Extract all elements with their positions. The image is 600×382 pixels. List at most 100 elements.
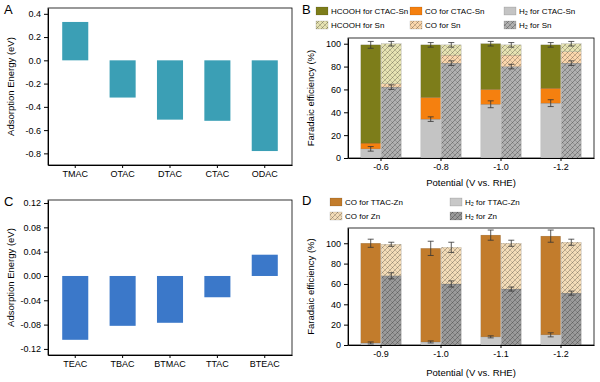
y-tick: 80 <box>331 62 348 72</box>
x-tick-label: TTAC <box>206 359 229 369</box>
error-bar-cap <box>508 42 514 43</box>
error-bar-cap <box>428 42 434 43</box>
x-tick-label: BTMAC <box>154 359 186 369</box>
error-bar-cap <box>448 47 454 48</box>
legend-item: CO for TTAC-Zn <box>330 198 403 207</box>
legend: CO for TTAC-ZnH₂ for TTAC-ZnCO for ZnH₂ … <box>330 198 520 221</box>
y-tick: -0.2 <box>25 79 48 89</box>
bar <box>204 276 230 297</box>
error-bar-cap <box>508 47 514 48</box>
error-bar <box>448 43 454 48</box>
y-tick-mark <box>44 252 48 253</box>
legend-label: HCOOH for CTAC-Sn <box>331 7 408 16</box>
x-tick-label: -1.0 <box>433 349 449 359</box>
error-bar-cap <box>428 47 434 48</box>
y-tick: 0.4 <box>28 9 48 19</box>
y-tick: -0.08 <box>20 320 48 330</box>
y-tick-mark <box>44 325 48 326</box>
error-bar-cap <box>508 240 514 241</box>
bar-segment <box>421 45 441 98</box>
y-axis-line <box>48 201 49 356</box>
y-tick-label: 0.12 <box>23 198 41 208</box>
y-tick: 0.2 <box>28 32 48 42</box>
error-bar <box>508 240 514 246</box>
error-bar-cap <box>448 287 454 288</box>
bar-segment <box>481 44 501 90</box>
x-tick-mark <box>381 345 382 348</box>
error-bar <box>508 287 514 291</box>
legend-label: H₂ for CTAC-Sn <box>519 7 575 16</box>
x-tick: -1.2 <box>553 345 569 359</box>
legend-swatch <box>330 198 342 206</box>
y-tick: 0.0 <box>28 56 48 66</box>
y-axis: -0.8-0.6-0.4-0.20.00.20.4 <box>25 9 48 166</box>
error-bar-stem <box>550 43 551 48</box>
x-tick: -1.1 <box>493 345 509 359</box>
y-tick-label: 40 <box>331 108 341 118</box>
y-tick-mark <box>344 112 348 113</box>
error-bar-stem <box>550 100 551 107</box>
panel: BFaradaic efficiency (%)Potential (V vs.… <box>302 2 595 188</box>
y-tick: 0.04 <box>23 247 48 257</box>
y-tick-label: 0.04 <box>23 247 41 257</box>
x-tick-label: DTAC <box>158 169 182 179</box>
y-tick-label: 100 <box>326 39 341 49</box>
y-tick-label: -0.2 <box>25 79 41 89</box>
error-bar-cap <box>488 337 494 338</box>
x-tick: DTAC <box>158 165 182 179</box>
error-bar-cap <box>428 340 434 341</box>
error-bar-cap <box>448 242 454 243</box>
bar <box>110 276 136 326</box>
legend-label: CO for Zn <box>345 212 380 221</box>
y-tick: 20 <box>331 320 348 330</box>
x-tick-mark <box>170 355 171 358</box>
x-tick-mark <box>561 158 562 161</box>
error-bar-stem <box>550 230 551 242</box>
panel-label: B <box>302 2 311 17</box>
legend-swatch <box>410 7 422 15</box>
bar-segment <box>421 97 441 119</box>
x-tick-label: BTEAC <box>250 359 281 369</box>
x-tick: TMAC <box>62 165 88 179</box>
legend-swatch <box>504 21 516 29</box>
error-bar <box>548 43 554 48</box>
y-axis-title: Adsorption Energy (eV) <box>5 37 16 136</box>
x-tick-label: -1.1 <box>493 349 509 359</box>
plot-frame <box>48 8 292 165</box>
error-bar-cap <box>388 46 394 47</box>
error-bar-cap <box>448 60 454 61</box>
error-bar-cap <box>368 146 374 147</box>
error-bar-cap <box>568 60 574 61</box>
error-bar-cap <box>488 230 494 231</box>
y-tick: 40 <box>331 108 348 118</box>
y-tick-mark <box>44 14 48 15</box>
legend-label: HCOOH for Sn <box>331 21 384 30</box>
legend-label: CO for CTAC-Sn <box>425 7 484 16</box>
x-tick: -0.9 <box>373 345 389 359</box>
bar-segment <box>381 44 401 84</box>
x-tick-mark <box>217 355 218 358</box>
y-tick-mark <box>344 135 348 136</box>
error-bar-cap <box>508 291 514 292</box>
error-bar-cap <box>488 107 494 108</box>
error-bar-cap <box>568 245 574 246</box>
error-bar <box>388 242 394 246</box>
error-bar <box>488 336 494 338</box>
bar-segment <box>561 242 581 293</box>
error-bar <box>388 85 394 90</box>
error-bar-cap <box>488 240 494 241</box>
error-bar-stem <box>391 273 392 279</box>
error-bar-stem <box>550 333 551 337</box>
legend-label: CO for TTAC-Zn <box>345 198 403 207</box>
bar-segment <box>481 104 501 158</box>
y-tick: 0.12 <box>23 198 48 208</box>
error-bar-cap <box>548 336 554 337</box>
bar <box>110 60 136 97</box>
bar-segment <box>361 243 381 343</box>
x-tick-mark <box>170 165 171 168</box>
error-bar-stem <box>511 43 512 48</box>
y-tick: -0.4 <box>25 102 48 112</box>
error-bar <box>388 41 394 46</box>
panel-label: D <box>302 193 311 208</box>
error-bar-cap <box>448 280 454 281</box>
